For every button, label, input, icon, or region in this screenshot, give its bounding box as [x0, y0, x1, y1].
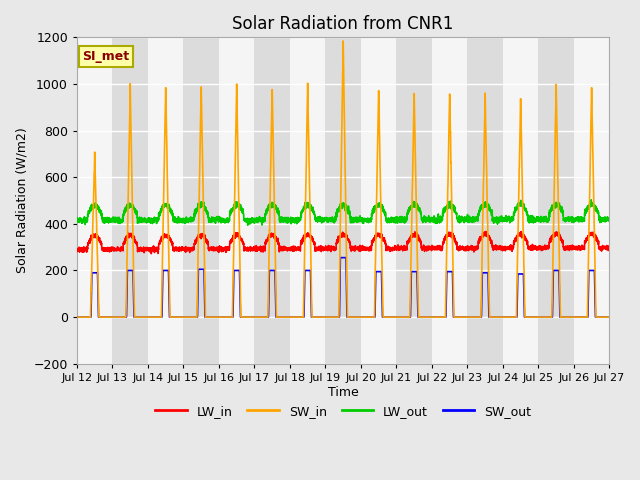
LW_in	[482, 228, 490, 234]
SW_out	[463, 314, 470, 320]
SW_out	[433, 314, 441, 320]
Bar	[467, 37, 503, 364]
LW_out	[244, 222, 252, 228]
Bar	[503, 37, 538, 364]
LW_in	[605, 245, 613, 251]
Line: LW_out: LW_out	[77, 200, 609, 225]
Title: Solar Radiation from CNR1: Solar Radiation from CNR1	[232, 15, 454, 33]
SW_in	[605, 314, 612, 320]
Bar	[255, 37, 290, 364]
LW_out	[605, 216, 612, 221]
LW_out	[323, 218, 331, 224]
Bar	[538, 37, 574, 364]
LW_out	[463, 217, 470, 223]
LW_in	[433, 244, 441, 250]
LW_out	[605, 218, 613, 224]
Legend: LW_in, SW_in, LW_out, SW_out: LW_in, SW_in, LW_out, SW_out	[150, 400, 536, 423]
Bar	[325, 37, 361, 364]
Bar	[574, 37, 609, 364]
LW_in	[463, 245, 470, 251]
Bar	[361, 37, 396, 364]
SW_out	[605, 314, 612, 320]
LW_out	[588, 197, 595, 203]
Bar	[184, 37, 219, 364]
X-axis label: Time: Time	[328, 385, 358, 398]
Bar	[113, 37, 148, 364]
SW_out	[493, 314, 500, 320]
SW_in	[493, 314, 500, 320]
LW_in	[323, 244, 331, 250]
SW_out	[73, 314, 81, 320]
LW_out	[73, 215, 81, 220]
Bar	[148, 37, 184, 364]
SW_out	[605, 314, 613, 320]
SW_in	[339, 38, 347, 44]
Bar	[396, 37, 432, 364]
LW_in	[493, 244, 500, 250]
SW_in	[463, 314, 470, 320]
SW_in	[73, 314, 81, 320]
Line: SW_out: SW_out	[77, 258, 609, 317]
LW_out	[169, 213, 177, 219]
LW_out	[493, 215, 500, 220]
Text: SI_met: SI_met	[83, 50, 129, 63]
LW_in	[147, 251, 155, 256]
Line: LW_in: LW_in	[77, 231, 609, 253]
LW_in	[605, 245, 612, 251]
LW_out	[433, 220, 441, 226]
SW_out	[323, 314, 331, 320]
SW_in	[605, 314, 613, 320]
Bar	[219, 37, 255, 364]
SW_out	[337, 255, 344, 261]
SW_out	[169, 314, 177, 320]
SW_in	[433, 314, 441, 320]
Bar	[77, 37, 113, 364]
Bar	[432, 37, 467, 364]
Line: SW_in: SW_in	[77, 41, 609, 317]
SW_in	[323, 314, 331, 320]
Bar	[290, 37, 325, 364]
LW_in	[169, 240, 177, 246]
LW_in	[73, 246, 81, 252]
SW_in	[169, 314, 177, 320]
Y-axis label: Solar Radiation (W/m2): Solar Radiation (W/m2)	[15, 128, 28, 274]
